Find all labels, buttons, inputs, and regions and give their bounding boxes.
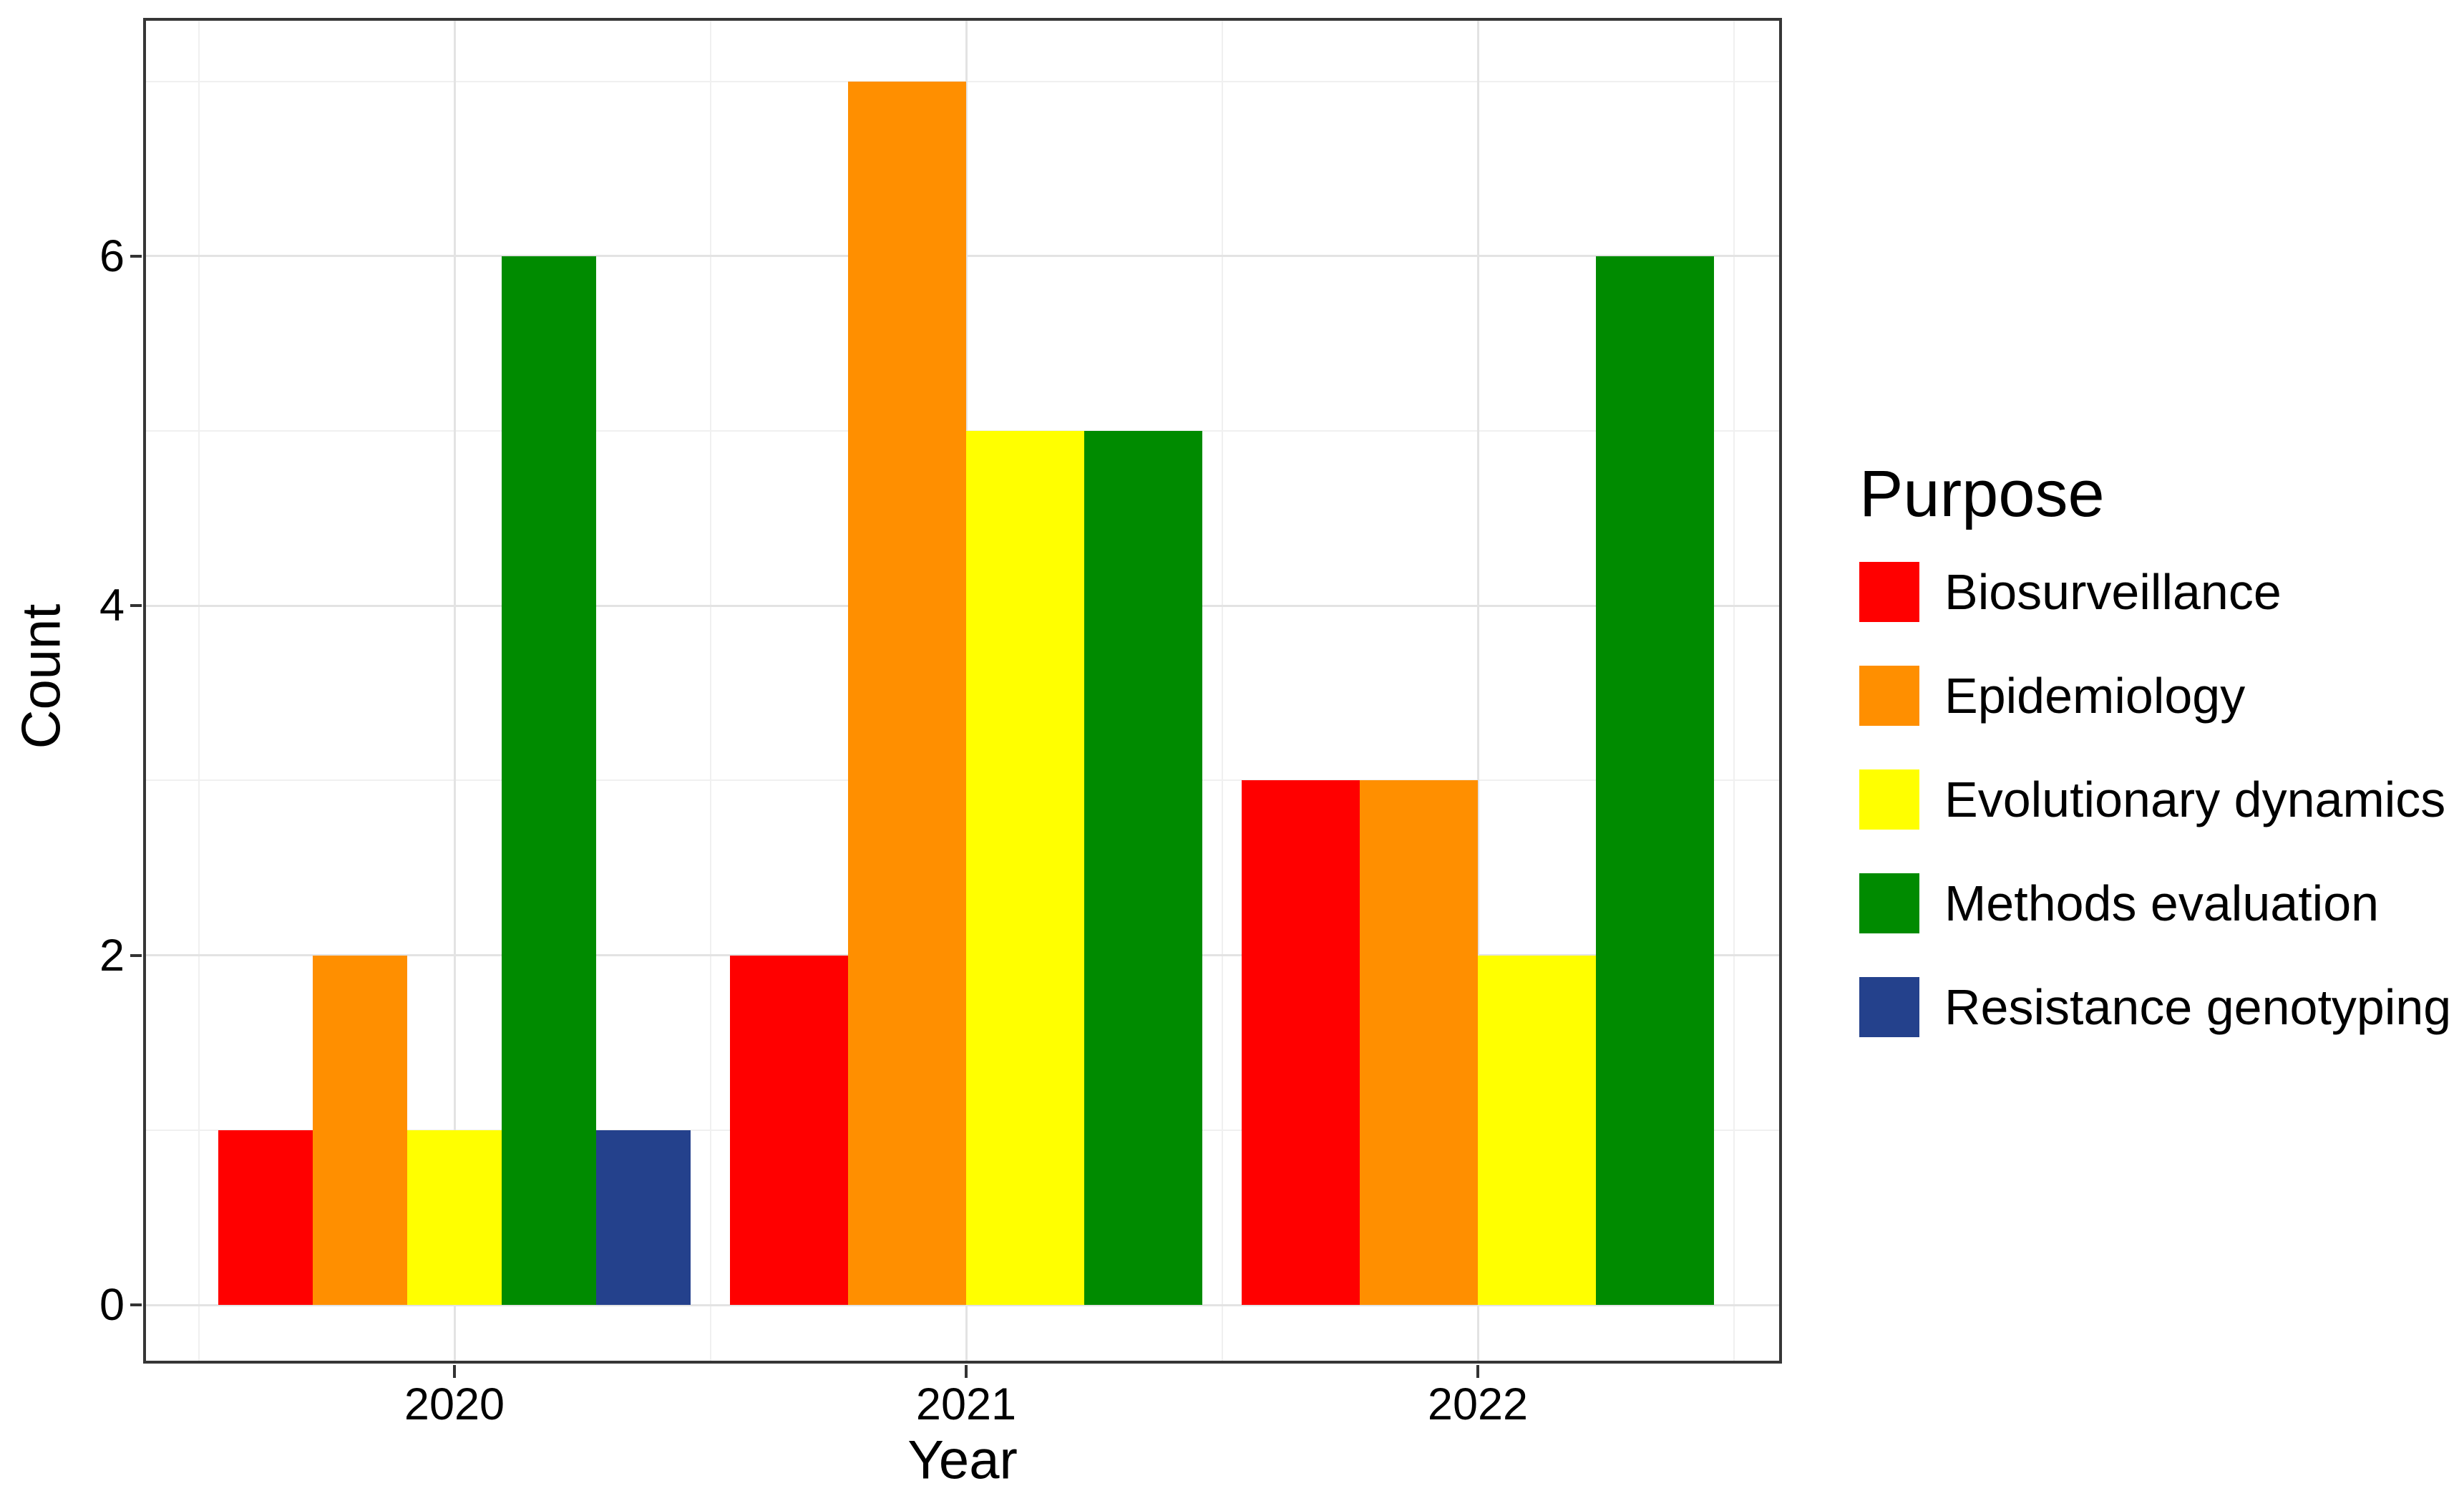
- x-tick-label-2022: 2022: [1427, 1379, 1529, 1429]
- y-tick-label-6: 6: [99, 230, 125, 281]
- legend-item-biosurveillance: Biosurveillance: [1859, 562, 2282, 622]
- legend-label-resistance-genotyping: Resistance genotyping: [1944, 979, 2452, 1035]
- legend-label-methods-evaluation: Methods evaluation: [1944, 875, 2380, 931]
- legend-item-epidemiology: Epidemiology: [1859, 666, 2245, 726]
- gridline-major-y-0: [143, 1303, 1782, 1306]
- legend-item-evolutionary-dynamics: Evolutionary dynamics: [1859, 769, 2445, 830]
- y-tick-label-0: 0: [99, 1280, 125, 1330]
- legend-label-evolutionary-dynamics: Evolutionary dynamics: [1944, 772, 2446, 827]
- legend-label-epidemiology: Epidemiology: [1944, 668, 2246, 724]
- plot-panel: [143, 18, 1782, 1364]
- legend-swatch-evolutionary-dynamics: [1859, 769, 1919, 830]
- x-tick-mark-2022: [1476, 1365, 1479, 1378]
- legend: Purpose Biosurveillance Epidemiology Evolu…: [1859, 457, 2464, 1087]
- y-axis-title: Count: [11, 603, 72, 749]
- x-tick-mark-2020: [453, 1365, 456, 1378]
- legend-label-biosurveillance: Biosurveillance: [1944, 564, 2282, 620]
- bar-2020-evolutionary-dynamics: [407, 1130, 502, 1305]
- x-tick-label-2020: 2020: [404, 1379, 505, 1429]
- legend-swatch-biosurveillance: [1859, 562, 1919, 622]
- legend-item-resistance-genotyping: Resistance genotyping: [1859, 977, 2451, 1037]
- gridline-minor-x-1: [709, 18, 711, 1364]
- bar-2021-evolutionary-dynamics: [966, 431, 1084, 1305]
- gridline-minor-x-3: [1733, 18, 1735, 1364]
- legend-swatch-epidemiology: [1859, 666, 1919, 726]
- y-tick-mark-6: [130, 254, 142, 258]
- bar-2021-methods-evaluation: [1084, 431, 1202, 1305]
- y-tick-label-2: 2: [99, 930, 125, 981]
- legend-swatch-methods-evaluation: [1859, 873, 1919, 933]
- bar-2020-resistance-genotyping: [596, 1130, 691, 1305]
- legend-swatch-resistance-genotyping: [1859, 977, 1919, 1037]
- y-tick-mark-4: [130, 604, 142, 608]
- gridline-major-x-2020: [453, 18, 456, 1364]
- gridline-major-x-2022: [1476, 18, 1479, 1364]
- y-tick-mark-0: [130, 1303, 142, 1306]
- bar-2022-biosurveillance: [1242, 780, 1360, 1305]
- bar-2022-epidemiology: [1360, 780, 1478, 1305]
- gridline-minor-x-0: [198, 18, 200, 1364]
- x-tick-label-2021: 2021: [915, 1379, 1017, 1429]
- bar-2022-methods-evaluation: [1596, 256, 1714, 1305]
- gridline-minor-x-2: [1221, 18, 1223, 1364]
- legend-item-methods-evaluation: Methods evaluation: [1859, 873, 2379, 933]
- bar-2020-methods-evaluation: [502, 256, 596, 1305]
- y-tick-label-4: 4: [99, 581, 125, 631]
- bar-2022-evolutionary-dynamics: [1478, 955, 1596, 1305]
- legend-title: Purpose: [1859, 457, 2105, 530]
- x-axis-title: Year: [907, 1429, 1018, 1491]
- y-tick-mark-2: [130, 953, 142, 957]
- bar-2021-biosurveillance: [730, 955, 848, 1305]
- x-tick-mark-2021: [965, 1365, 968, 1378]
- bar-2020-biosurveillance: [218, 1130, 313, 1305]
- bar-2020-epidemiology: [313, 955, 407, 1305]
- bar-2021-epidemiology: [848, 81, 966, 1305]
